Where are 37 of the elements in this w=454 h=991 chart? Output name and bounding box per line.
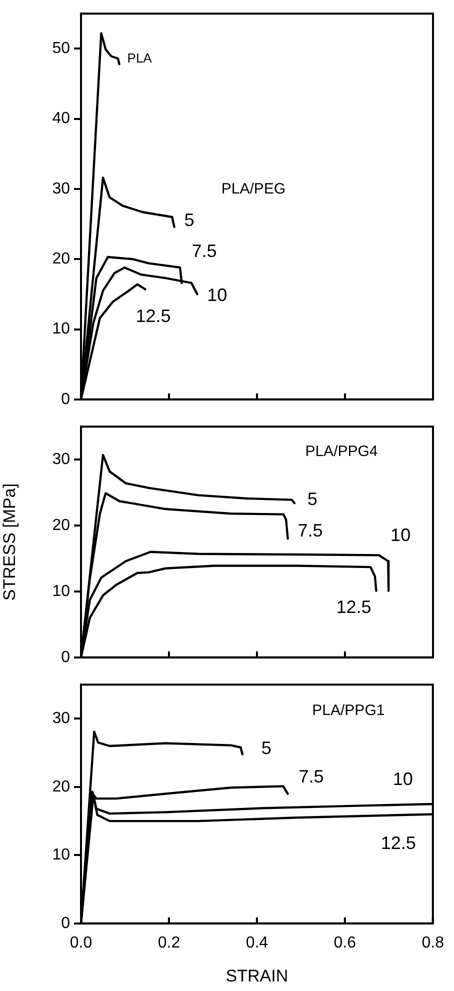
annotation: PLA/PEG — [221, 180, 286, 198]
series-label: 12.5 — [136, 306, 171, 326]
y-tick-label: 10 — [52, 582, 70, 600]
series-label: 12.5 — [336, 596, 372, 617]
series-label: 10 — [207, 285, 228, 306]
y-tick-label: 20 — [52, 778, 70, 796]
x-axis-title: STRAIN — [226, 966, 288, 986]
series-label: 12.5 — [380, 833, 416, 854]
series-label: 7.5 — [192, 240, 217, 261]
x-tick-label: 0.0 — [70, 934, 92, 952]
series-label: 7.5 — [298, 766, 324, 787]
y-tick-label: 20 — [52, 250, 70, 268]
y-tick-label: 30 — [52, 450, 70, 468]
y-tick-label: 10 — [52, 320, 70, 338]
y-tick-label: 30 — [52, 180, 70, 198]
series-label: PLA — [127, 50, 152, 66]
y-tick-label: 0 — [61, 914, 70, 932]
y-axis-title: STRESS [MPa] — [0, 483, 19, 601]
x-tick-label: 0.4 — [246, 934, 268, 952]
y-tick-label: 0 — [61, 390, 70, 408]
x-tick-label: 0.2 — [158, 934, 180, 952]
y-tick-label: 40 — [52, 110, 70, 128]
x-tick-label: 0.8 — [422, 934, 444, 952]
series-label: 5 — [307, 489, 318, 510]
y-tick-label: 30 — [52, 710, 70, 728]
series-label: 5 — [184, 210, 194, 230]
annotation: PLA/PPG4 — [305, 443, 378, 460]
series-label: 10 — [390, 524, 411, 545]
y-tick-label: 20 — [52, 516, 70, 534]
annotation: PLA/PPG1 — [312, 702, 385, 720]
x-tick-label: 0.6 — [334, 934, 356, 952]
series-label: 7.5 — [298, 520, 323, 541]
y-tick-label: 10 — [52, 846, 70, 864]
y-tick-label: 0 — [61, 648, 70, 666]
y-tick-label: 50 — [52, 40, 70, 58]
series-label: 5 — [261, 738, 272, 758]
series-label: 10 — [392, 768, 413, 789]
